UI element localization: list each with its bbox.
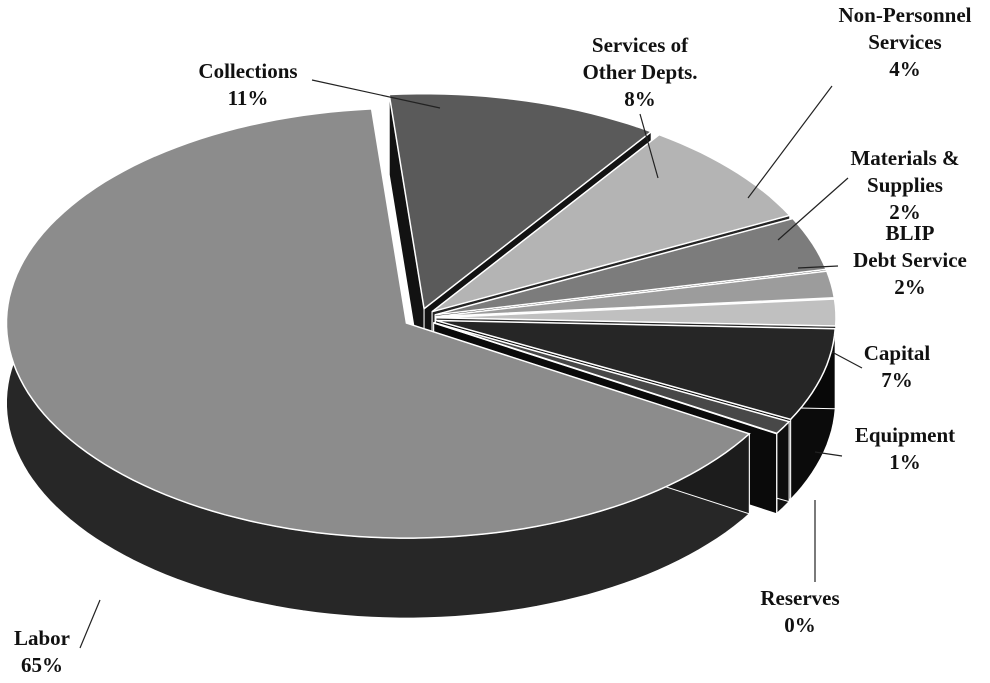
slice <box>433 322 777 435</box>
slice <box>435 270 836 318</box>
value-label: 4% <box>889 57 921 81</box>
value-label: 2% <box>894 275 926 299</box>
slice-label: Materials & Supplies <box>850 146 959 197</box>
leader-line <box>79 599 101 649</box>
label-line: Services of <box>592 33 689 57</box>
slice-tops <box>5 92 837 539</box>
slice-label: Labor <box>14 626 70 650</box>
value-label: 8% <box>624 87 656 111</box>
slice <box>388 92 653 311</box>
label-line: Materials & <box>850 146 959 170</box>
label-line: Non-Personnel <box>839 3 972 27</box>
leader-line <box>831 351 863 369</box>
slice-label: Equipment <box>855 423 955 447</box>
leader-line <box>814 451 843 457</box>
value-label: 0% <box>784 613 816 637</box>
label-line: Supplies <box>867 173 943 197</box>
label-line: Capital <box>864 341 931 365</box>
value-label: 11% <box>228 86 269 110</box>
label-line: Other Depts. <box>582 60 697 84</box>
label-line: Collections <box>198 59 297 83</box>
slice-label: Services of Other Depts. <box>582 33 697 84</box>
value-label: 7% <box>881 368 913 392</box>
slice-label: Reserves <box>760 586 839 610</box>
leader-line <box>639 113 659 179</box>
slice <box>435 319 837 421</box>
leader-line <box>797 265 839 269</box>
leader-line <box>777 177 849 241</box>
labels: Collections 11% Services of Other Depts. 8% N… <box>14 3 972 677</box>
label-line: Reserves <box>760 586 839 610</box>
slice <box>435 298 837 327</box>
slice <box>434 217 828 316</box>
leader-line <box>747 85 833 199</box>
value-label: 65% <box>21 653 63 677</box>
leader-line <box>311 79 441 109</box>
label-line: Labor <box>14 626 70 650</box>
value-label: 1% <box>889 450 921 474</box>
slice <box>5 108 751 539</box>
label-line: Services <box>868 30 941 54</box>
value-label: 2% <box>889 200 921 224</box>
label-line: Equipment <box>855 423 955 447</box>
label-line: BLIP <box>885 221 934 245</box>
slice-label: Non-Personnel Services <box>839 3 972 54</box>
slice-label: BLIP Debt Service <box>853 221 967 272</box>
slice <box>431 133 792 313</box>
slice-label: Capital <box>864 341 931 365</box>
label-line: Debt Service <box>853 248 967 272</box>
slice-label: Collections <box>198 59 297 83</box>
